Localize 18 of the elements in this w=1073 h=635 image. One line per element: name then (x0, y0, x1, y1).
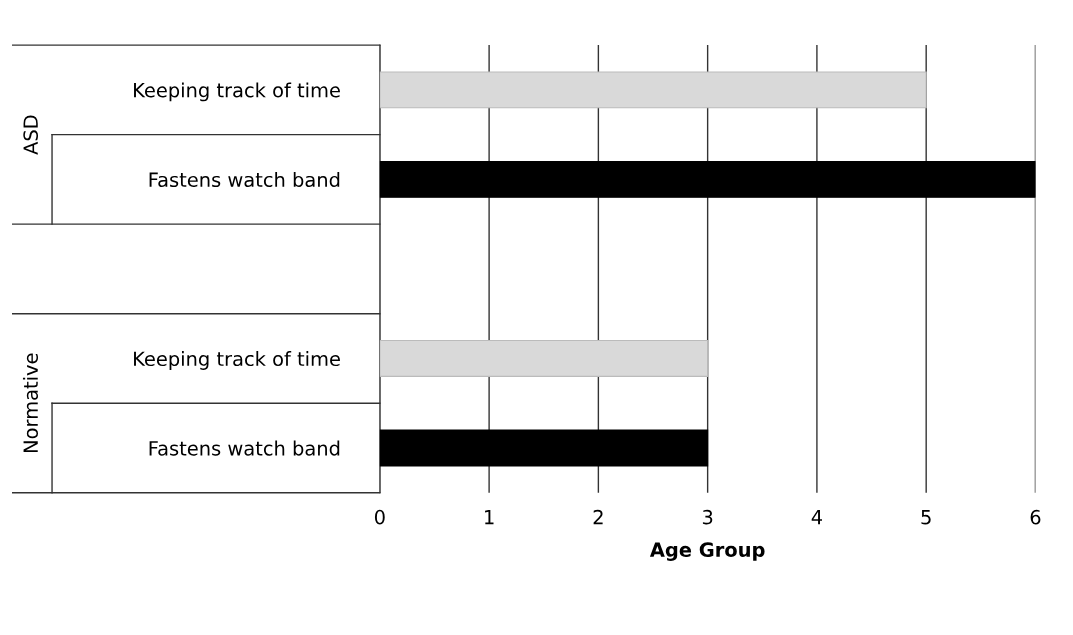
x-tick-label: 5 (921, 510, 931, 525)
text: ASD (23, 115, 39, 155)
x-tick-label: 6 (1030, 509, 1041, 525)
x-tick-label: 0 (374, 509, 385, 525)
bar (379, 71, 927, 109)
text: Normative (22, 353, 39, 453)
bar (379, 160, 1036, 198)
bar (379, 339, 709, 377)
x-tick-label: 1 (485, 510, 494, 525)
y-tick-label: Fastens watch band (149, 172, 340, 188)
bar (379, 429, 709, 467)
x-axis-title: Age Group (649, 542, 765, 561)
x-tick-label: 3 (702, 509, 713, 525)
x-tick-label: 2 (593, 509, 603, 525)
y-tick-label: Fastens watch band (149, 440, 340, 456)
y-tick-label: Keeping track of time (134, 351, 340, 370)
x-tick-label: 4 (811, 510, 823, 525)
y-tick-label: Keeping track of time (134, 82, 340, 102)
